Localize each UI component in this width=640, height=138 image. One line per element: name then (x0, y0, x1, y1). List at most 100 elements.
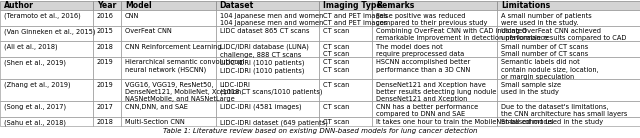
Bar (121, 10, 216, 26)
Bar (216, 41, 319, 57)
Text: Multi-Section CNN: Multi-Section CNN (125, 119, 185, 125)
Bar (0, 79, 93, 101)
Text: (Shen et al., 2019): (Shen et al., 2019) (4, 59, 66, 66)
Bar (319, 41, 372, 57)
Bar (216, 1, 319, 10)
Text: LIDC-IDRI (4581 images): LIDC-IDRI (4581 images) (220, 104, 301, 110)
Bar (0, 10, 93, 26)
Text: It takes one hour to train the MobileNet-based model: It takes one hour to train the MobileNet… (376, 119, 554, 125)
Text: 2019: 2019 (97, 82, 113, 88)
Text: Table 1: Literature review based on existing DNN-based models for lung cancer de: Table 1: Literature review based on exis… (163, 128, 477, 134)
Bar (497, 26, 640, 41)
Text: HSCNN accomplished better
performance than a 3D CNN: HSCNN accomplished better performance th… (376, 59, 470, 73)
Bar (319, 79, 372, 101)
Text: (Ali et al., 2018): (Ali et al., 2018) (4, 44, 58, 50)
Text: 2015: 2015 (97, 28, 114, 34)
Text: (Van Ginneken et al., 2015): (Van Ginneken et al., 2015) (4, 28, 95, 35)
Text: LIDC-IDRI dataset (649 patients): LIDC-IDRI dataset (649 patients) (220, 119, 328, 126)
Text: Hierarchical semantic convolutional
neural network (HSCNN): Hierarchical semantic convolutional neur… (125, 59, 244, 73)
Text: CNN Reinforcement Learning: CNN Reinforcement Learning (125, 44, 221, 50)
Text: Dataset: Dataset (220, 1, 254, 10)
Bar (497, 41, 640, 57)
Bar (497, 57, 640, 79)
Text: Using OverFeat CNN achieved
unfavorable results compared to CAD: Using OverFeat CNN achieved unfavorable … (501, 28, 627, 41)
Text: CT scan: CT scan (323, 82, 349, 88)
Text: CT scan
CT scan: CT scan CT scan (323, 59, 349, 73)
Bar (121, 26, 216, 41)
Bar (497, 10, 640, 26)
Text: Small sample size
used in the study: Small sample size used in the study (501, 82, 561, 95)
Bar (372, 41, 497, 57)
Bar (93, 41, 121, 57)
Text: Semantic labels did not
contain nodule size, location,
or margin speculation: Semantic labels did not contain nodule s… (501, 59, 599, 80)
Text: Model: Model (125, 1, 152, 10)
Bar (497, 1, 640, 10)
Text: Year: Year (97, 1, 116, 10)
Bar (372, 1, 497, 10)
Text: (Song et al., 2017): (Song et al., 2017) (4, 104, 66, 110)
Bar (216, 117, 319, 126)
Text: 2018: 2018 (97, 44, 114, 50)
Bar (319, 10, 372, 26)
Text: (Teramoto et al., 2016): (Teramoto et al., 2016) (4, 13, 81, 19)
Text: (Sahu et al., 2018): (Sahu et al., 2018) (4, 119, 66, 126)
Text: The model does not
require preprocessed data: The model does not require preprocessed … (376, 44, 464, 57)
Text: 2016: 2016 (97, 13, 114, 19)
Text: 104 Japanese men and women
104 Japanese men and women: 104 Japanese men and women 104 Japanese … (220, 13, 323, 26)
Bar (497, 101, 640, 117)
Bar (93, 26, 121, 41)
Bar (0, 41, 93, 57)
Bar (216, 10, 319, 26)
Bar (216, 101, 319, 117)
Text: DenseNet121 and Xception have
better results detecting lung nodule
DenseNet121 a: DenseNet121 and Xception have better res… (376, 82, 496, 102)
Text: A small number of patients
were used in the study.: A small number of patients were used in … (501, 13, 592, 26)
Text: CNN,DNN, and SAE: CNN,DNN, and SAE (125, 104, 188, 110)
Text: CT scan: CT scan (323, 119, 349, 125)
Text: (Zhang et al., 2019): (Zhang et al., 2019) (4, 82, 70, 88)
Bar (319, 1, 372, 10)
Bar (372, 57, 497, 79)
Bar (93, 117, 121, 126)
Bar (216, 26, 319, 41)
Text: 2018: 2018 (97, 119, 114, 125)
Bar (0, 117, 93, 126)
Text: 2017: 2017 (97, 104, 114, 110)
Text: 2019: 2019 (97, 59, 113, 65)
Text: Remarks: Remarks (376, 1, 414, 10)
Bar (497, 79, 640, 101)
Text: CNN: CNN (125, 13, 140, 19)
Bar (0, 26, 93, 41)
Bar (216, 57, 319, 79)
Text: Due to the dataset's limitations,
the CNN architecture has small layers: Due to the dataset's limitations, the CN… (501, 104, 628, 117)
Text: CT scan: CT scan (323, 104, 349, 110)
Bar (121, 117, 216, 126)
Bar (93, 79, 121, 101)
Bar (93, 57, 121, 79)
Bar (372, 79, 497, 101)
Text: Small number of CT scans
Small number of CT scans: Small number of CT scans Small number of… (501, 44, 589, 57)
Text: Small cohort used in the study: Small cohort used in the study (501, 119, 604, 125)
Bar (319, 101, 372, 117)
Text: Limitations: Limitations (501, 1, 550, 10)
Bar (121, 41, 216, 57)
Text: LIDC-IDRI (1010 patients)
LIDC-IDRI (1010 patients): LIDC-IDRI (1010 patients) LIDC-IDRI (101… (220, 59, 304, 74)
Bar (121, 79, 216, 101)
Bar (121, 57, 216, 79)
Bar (121, 101, 216, 117)
Bar (121, 1, 216, 10)
Bar (0, 1, 93, 10)
Bar (93, 10, 121, 26)
Text: Combining OverFeat CNN with CAD indicated
remarkable improvement in detection pe: Combining OverFeat CNN with CAD indicate… (376, 28, 548, 41)
Text: OverFeat CNN: OverFeat CNN (125, 28, 172, 34)
Bar (0, 57, 93, 79)
Text: LIDC/IDRI database (LUNA)
challenge, 888 CT scans: LIDC/IDRI database (LUNA) challenge, 888… (220, 44, 308, 58)
Bar (319, 117, 372, 126)
Text: CT scan
CT scan: CT scan CT scan (323, 44, 349, 57)
Text: CNN has a better performance
compared to DNN and SAE: CNN has a better performance compared to… (376, 104, 478, 117)
Text: CT and PET images
CT and PET images: CT and PET images CT and PET images (323, 13, 388, 26)
Text: LIDC dataset 865 CT scans: LIDC dataset 865 CT scans (220, 28, 309, 34)
Bar (319, 57, 372, 79)
Bar (497, 117, 640, 126)
Bar (372, 117, 497, 126)
Text: VGG16, VGG19, ResNet50,
DenseNet121, MobileNet, Xception,
NASNetMobile, and NASN: VGG16, VGG19, ResNet50, DenseNet121, Mob… (125, 82, 243, 102)
